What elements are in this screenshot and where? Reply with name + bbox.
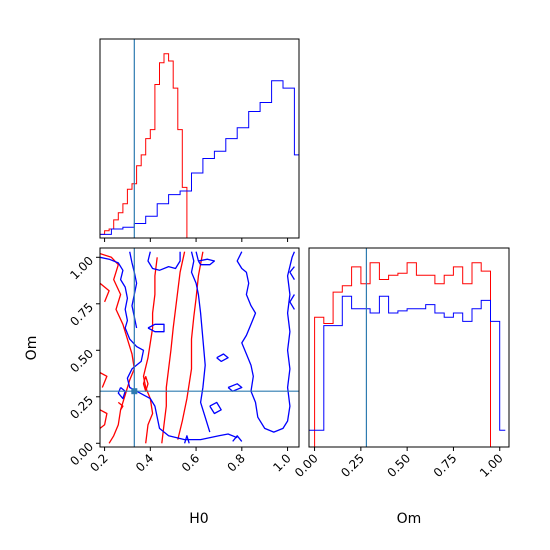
red-contour-line [100,372,108,388]
joint-ytick-label: 0.25 [67,393,96,422]
joint-ytick-label: 0.75 [67,300,96,329]
om-xtick-label: 0.50 [384,451,413,480]
joint-xtick-label: 0.4 [133,451,156,474]
blue-contour-line [129,251,138,329]
red-contour-line [100,409,108,429]
blue-contour-line [100,256,238,441]
blue-contour-line [209,401,222,415]
red-contour-line [142,257,158,444]
om-histogram-frame [308,247,510,448]
blue-contour-line [236,251,296,433]
blue-contour-line [216,353,229,363]
om-xtick-label: 1.00 [477,451,506,480]
om-red-histogram [309,262,506,447]
y-axis-label-om: Om [24,336,40,361]
joint-xtick-label: 0.8 [225,451,248,474]
om-xtick-label: 0.75 [431,451,460,480]
joint-ytick-label: 1.00 [67,254,96,283]
joint-contour-panel: 0.2 0.4 0.6 0.8 1.0 0.000.250.500.751.00 H0 … [24,247,300,527]
red-contour-line [100,252,135,444]
h0-blue-histogram [100,80,299,238]
red-contour-line [177,251,204,440]
x-axis-label-om: Om [397,511,422,527]
blue-contour-line [289,266,295,280]
om-xtick-label: 0.25 [338,451,367,480]
blue-contour-line [195,251,200,262]
red-contour-line [100,282,110,303]
joint-ytick-label: 0.50 [67,347,96,376]
blue-contour-line [197,258,216,266]
x-axis-label-h0: H0 [189,511,208,527]
h0-red-histogram [100,53,197,238]
joint-xtick-label: 1.0 [270,451,293,474]
blue-contour-line [289,294,295,310]
blue-contour-line [147,323,165,333]
blue-contour-line [190,251,211,433]
blue-contour-line [147,251,181,271]
blue-contour-line [232,435,243,442]
blue-contour-line [227,383,243,392]
h0-histogram-panel [99,38,300,242]
blue-contour-line [183,435,190,444]
red-contour-line [117,401,124,411]
om-blue-histogram [309,295,506,447]
om-histogram-panel: 0.00 0.25 0.50 0.75 1.00 Om [292,247,510,527]
joint-xtick-label: 0.2 [87,451,110,474]
joint-truth-marker [131,388,138,395]
h0-histogram-frame [99,38,300,239]
joint-frame [99,247,300,448]
red-contour-line [161,251,186,444]
joint-xtick-label: 0.6 [179,451,202,474]
om-xtick-label: 0.00 [292,451,321,480]
